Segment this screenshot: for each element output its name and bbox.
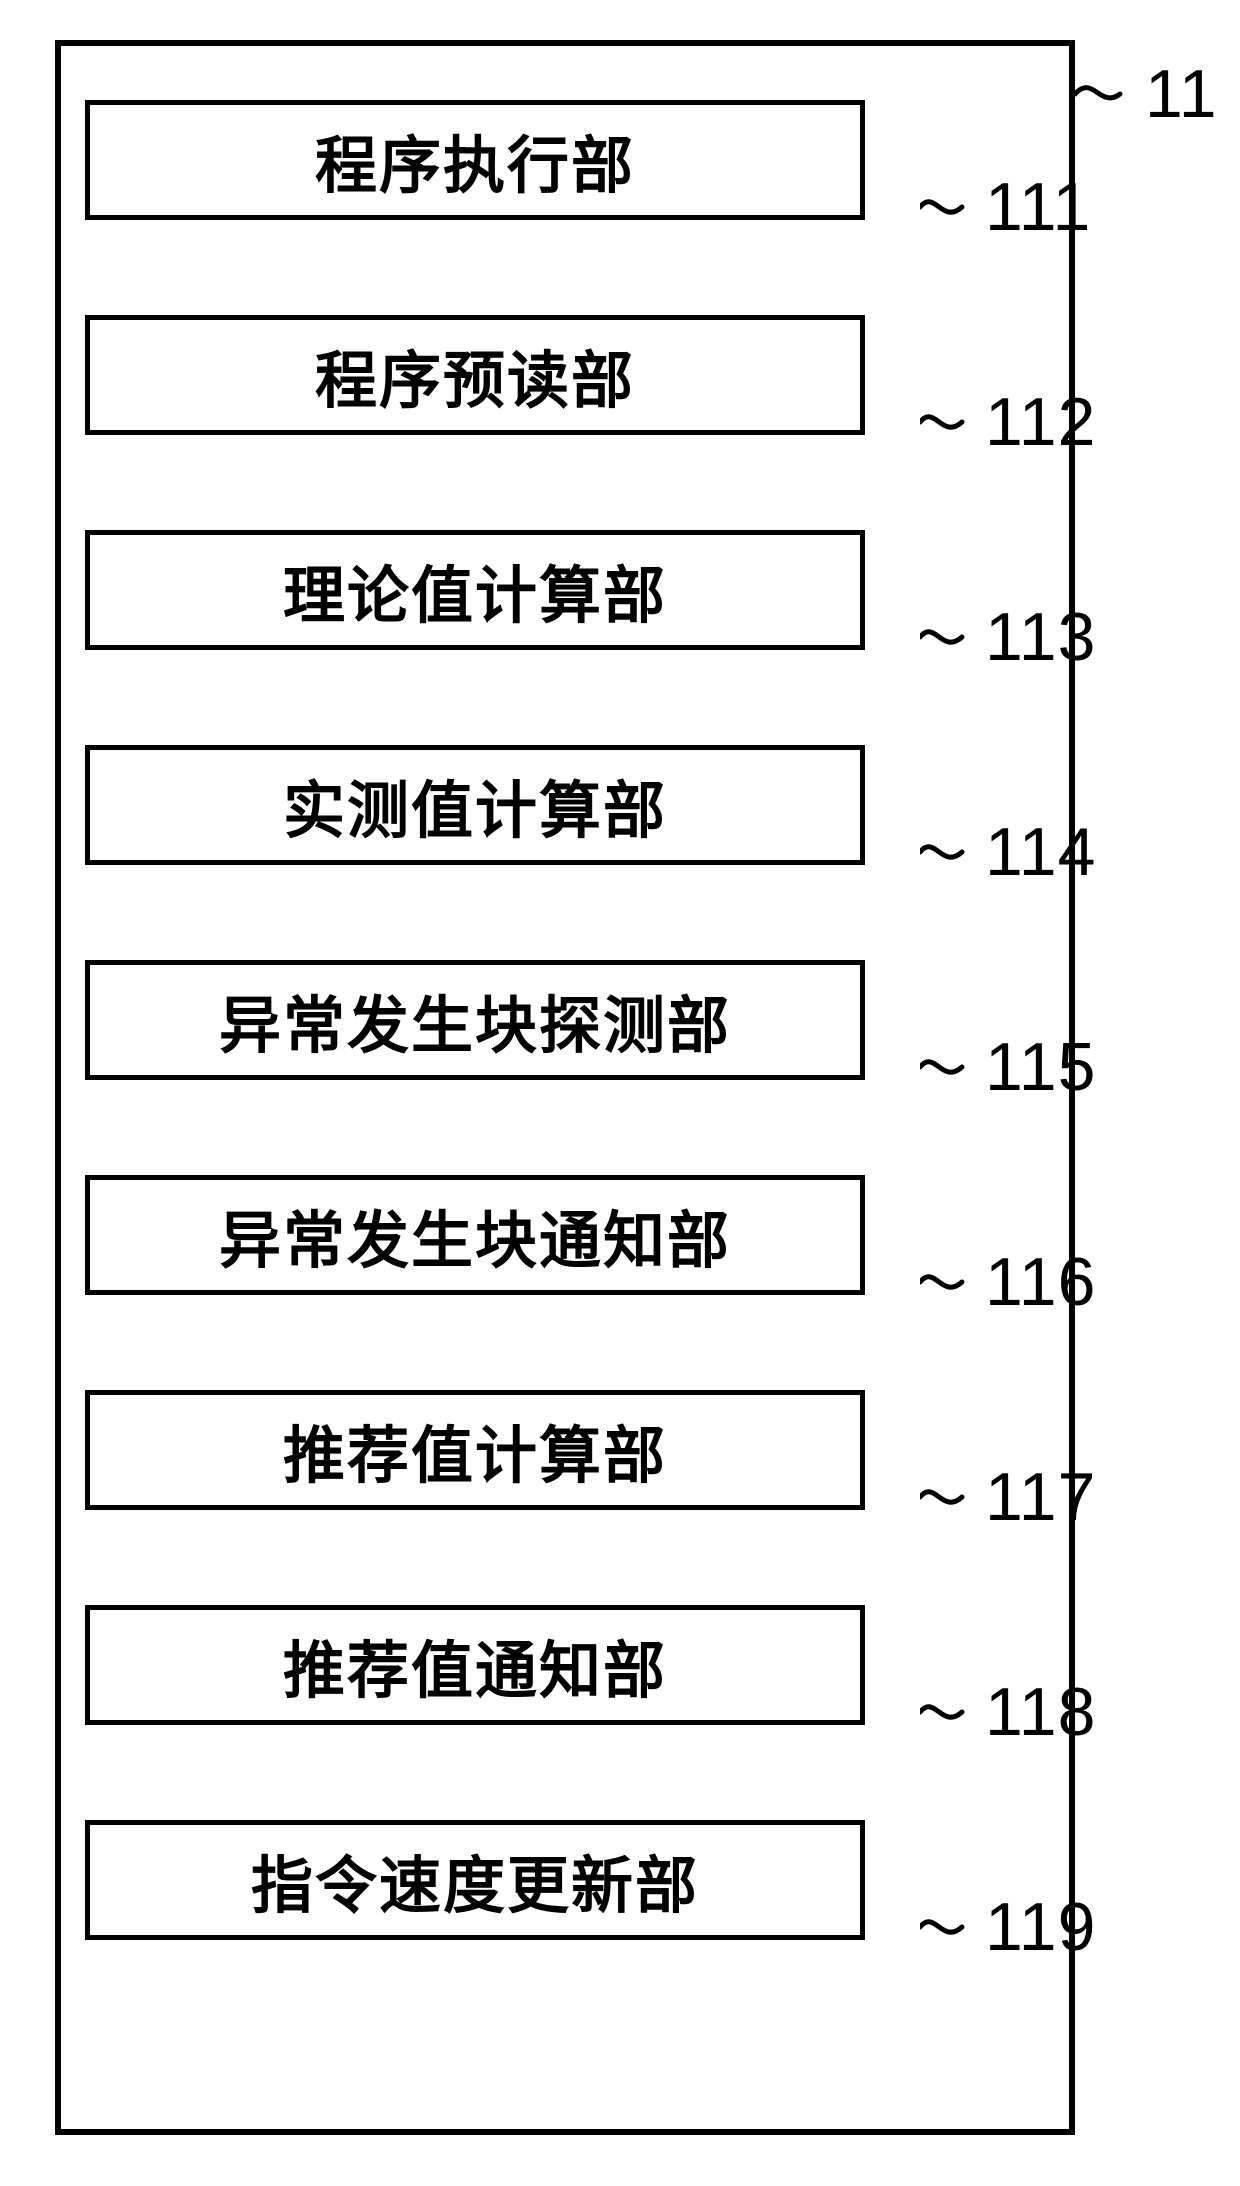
block-lead: 115 <box>920 1028 1096 1106</box>
block-ref-number: 112 <box>985 383 1096 461</box>
block-lead: 113 <box>920 598 1096 676</box>
block-label: 指令速度更新部 <box>251 1835 699 1925</box>
block-ref-number: 118 <box>985 1673 1096 1751</box>
block-recommend-notify: 推荐值通知部 <box>85 1605 865 1725</box>
block-program-preread: 程序预读部 <box>85 315 865 435</box>
block-label: 推荐值计算部 <box>283 1405 667 1495</box>
block-label: 理论值计算部 <box>283 545 667 635</box>
block-lead: 112 <box>920 383 1096 461</box>
block-ref-number: 115 <box>985 1028 1096 1106</box>
block-lead: 118 <box>920 1673 1096 1751</box>
block-ref-number: 114 <box>985 813 1096 891</box>
container-ref-number: 11 <box>1145 55 1218 133</box>
block-label: 程序执行部 <box>315 115 635 205</box>
block-lead: 111 <box>920 168 1091 246</box>
block-program-exec: 程序执行部 <box>85 100 865 220</box>
block-ref-number: 116 <box>985 1243 1096 1321</box>
block-theoretical-calc: 理论值计算部 <box>85 530 865 650</box>
block-label: 程序预读部 <box>315 330 635 420</box>
block-label: 异常发生块通知部 <box>219 1190 731 1280</box>
block-recommend-calc: 推荐值计算部 <box>85 1390 865 1510</box>
block-ref-number: 117 <box>985 1458 1096 1536</box>
container-lead: 11 <box>1075 55 1218 133</box>
block-lead: 116 <box>920 1243 1096 1321</box>
block-measured-calc: 实测值计算部 <box>85 745 865 865</box>
block-ref-number: 113 <box>985 598 1096 676</box>
block-anomaly-notify: 异常发生块通知部 <box>85 1175 865 1295</box>
block-lead: 117 <box>920 1458 1096 1536</box>
block-command-speed-update: 指令速度更新部 <box>85 1820 865 1940</box>
block-lead: 114 <box>920 813 1096 891</box>
block-anomaly-detect: 异常发生块探测部 <box>85 960 865 1080</box>
block-lead: 119 <box>920 1888 1096 1966</box>
block-label: 异常发生块探测部 <box>219 975 731 1065</box>
block-ref-number: 111 <box>985 168 1091 246</box>
block-label: 推荐值通知部 <box>283 1620 667 1710</box>
block-label: 实测值计算部 <box>283 760 667 850</box>
blocks-column: 程序执行部 程序预读部 理论值计算部 实测值计算部 异常发生块探测部 异常发生块… <box>85 100 865 1940</box>
block-ref-number: 119 <box>985 1888 1096 1966</box>
